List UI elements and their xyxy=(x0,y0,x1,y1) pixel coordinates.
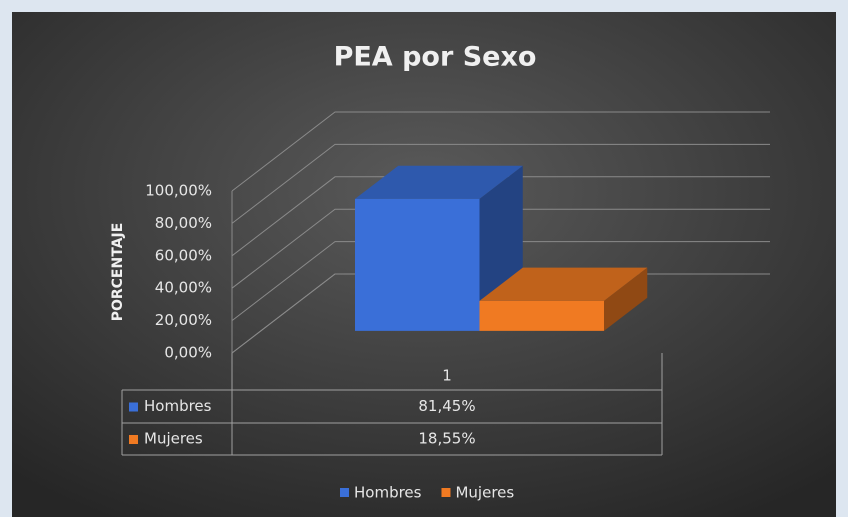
legend-label: Mujeres xyxy=(455,484,514,502)
bar-front xyxy=(479,300,604,331)
y-tick-label: 100,00% xyxy=(145,182,212,200)
legend-key xyxy=(441,488,451,497)
y-tick-label: 60,00% xyxy=(155,246,212,264)
y-tick-label: 80,00% xyxy=(155,214,212,232)
chart-title: PEA por Sexo xyxy=(334,42,537,73)
table-row-label: Mujeres xyxy=(144,430,203,448)
bar-side xyxy=(604,267,648,331)
grid-line xyxy=(231,208,770,289)
legend-label: Hombres xyxy=(354,484,422,502)
table-value: 18,55% xyxy=(418,430,475,448)
y-tick-label: 40,00% xyxy=(155,279,212,297)
bar-front xyxy=(355,198,480,331)
bar-top xyxy=(355,165,523,199)
grid-line xyxy=(231,111,770,192)
table-value: 81,45% xyxy=(418,397,475,415)
y-tick-label: 20,00% xyxy=(155,311,212,329)
grid-line xyxy=(231,143,770,224)
y-axis-label: PORCENTAJE xyxy=(110,223,126,322)
bar-top xyxy=(479,267,648,301)
table-row-label: Hombres xyxy=(144,397,212,415)
grid-line xyxy=(231,241,770,321)
table-key xyxy=(129,435,138,444)
legend-key xyxy=(340,488,349,497)
y-tick-label: 0,00% xyxy=(164,344,212,362)
grid-line xyxy=(231,176,770,257)
table-key xyxy=(129,402,138,412)
x-tick-label: 1 xyxy=(442,367,452,385)
